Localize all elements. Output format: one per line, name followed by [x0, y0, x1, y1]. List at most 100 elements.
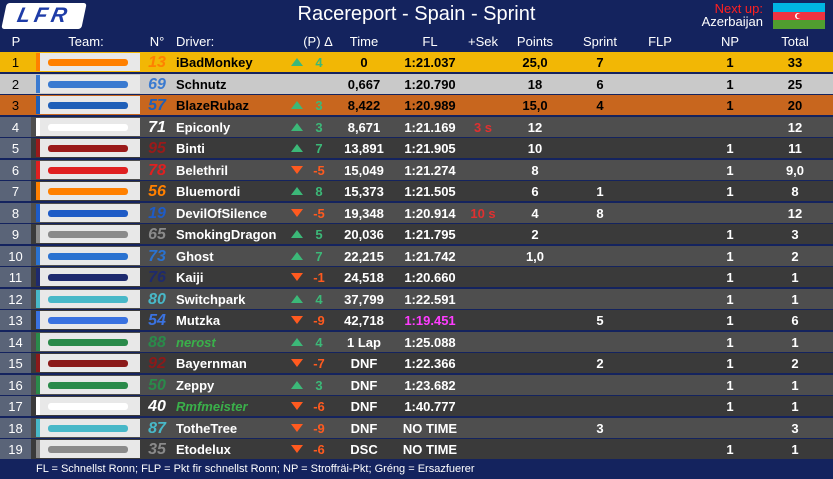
delta: 7 — [315, 141, 323, 156]
delta: -9 — [313, 420, 325, 436]
delta: 3 — [315, 119, 323, 135]
np-cell: 1 — [726, 377, 734, 393]
np-cell: 1 — [726, 141, 734, 156]
row — [0, 52, 833, 72]
car-body — [48, 274, 128, 281]
delta-arrow — [291, 445, 303, 453]
fl-cell: 1:20.989 — [404, 98, 456, 113]
row — [0, 353, 833, 373]
sprint-cell: 4 — [596, 98, 604, 113]
sprint-cell: 1 — [596, 184, 604, 199]
points-cell: 2 — [531, 227, 539, 242]
car-body — [48, 338, 128, 346]
time-cell: DNF — [350, 356, 378, 371]
row — [0, 159, 833, 180]
row — [0, 116, 833, 137]
car-number: 92 — [148, 355, 166, 372]
delta: 4 — [315, 291, 323, 307]
driver: Mutzka — [176, 313, 221, 328]
delta-arrow — [291, 122, 303, 131]
driver: Zeppy — [176, 377, 215, 393]
car-body — [48, 446, 128, 453]
car-number: 54 — [148, 312, 166, 329]
np-cell: 1 — [726, 270, 734, 285]
driver: Kaiji — [176, 270, 204, 285]
time-cell: 15,049 — [344, 162, 384, 178]
driver: iBadMonkey — [176, 55, 253, 70]
time-cell: 42,718 — [344, 313, 384, 328]
np-cell: 1 — [726, 184, 734, 199]
car-body — [48, 188, 128, 195]
delta-arrow — [291, 251, 303, 260]
np-cell: 1 — [726, 248, 734, 264]
driver: Ghost — [176, 248, 214, 264]
time-cell: DSC — [350, 442, 378, 457]
pos-cell — [0, 331, 31, 352]
car-number: 56 — [148, 183, 166, 200]
car-body — [48, 403, 128, 410]
pos-cell — [0, 396, 31, 416]
delta-arrow — [291, 294, 303, 303]
delta-arrow — [291, 273, 303, 281]
time-cell: 15,373 — [344, 184, 384, 199]
time-cell: 8,671 — [347, 119, 381, 135]
driver: DevilOfSilence — [176, 205, 268, 221]
fl-cell: 1:20.914 — [404, 205, 456, 221]
total-cell: 8 — [791, 184, 799, 199]
sprint-cell: 3 — [596, 420, 604, 436]
car-number: 88 — [148, 333, 166, 351]
row — [0, 396, 833, 416]
car-number: 80 — [148, 290, 166, 308]
car-body — [48, 102, 128, 109]
points-cell: 10 — [527, 141, 543, 156]
pos-cell — [0, 310, 31, 330]
fl-cell: 1:19.451 — [404, 313, 456, 328]
pos-cell — [0, 73, 31, 94]
total-cell: 20 — [787, 98, 803, 113]
row — [0, 224, 833, 244]
delta: -1 — [313, 270, 325, 285]
driver: nerost — [176, 334, 216, 350]
np-cell: 1 — [726, 442, 734, 457]
fl-cell: 1:21.905 — [404, 141, 456, 156]
fl-cell: 1:21.037 — [404, 55, 456, 70]
points-cell: 6 — [531, 184, 539, 199]
fl-cell: 1:22.366 — [404, 356, 456, 371]
points-cell: 4 — [531, 205, 539, 221]
total-cell: 2 — [791, 356, 799, 371]
time-cell: 8,422 — [347, 98, 381, 113]
np-cell: 1 — [726, 334, 734, 350]
position: 18 — [8, 420, 23, 436]
delta-arrow — [291, 402, 303, 410]
position: 9 — [11, 227, 20, 242]
position: 8 — [11, 205, 20, 221]
column-header: Driver: — [176, 34, 215, 49]
pos-cell — [0, 417, 31, 438]
row — [0, 245, 833, 266]
time-cell: 0,667 — [347, 76, 381, 92]
row — [0, 95, 833, 115]
total-cell: 9,0 — [785, 162, 805, 178]
total-cell: 11 — [788, 141, 802, 156]
column-header: (P) Δ — [303, 34, 333, 49]
sek-cell: 3 s — [473, 119, 493, 135]
position: 4 — [11, 119, 20, 135]
driver: SmokingDragon — [176, 227, 277, 242]
column-header: Time — [349, 34, 379, 49]
position: 16 — [8, 377, 23, 393]
sprint-cell: 5 — [596, 313, 604, 328]
car-number: 65 — [148, 226, 166, 243]
pos-cell — [0, 159, 31, 180]
total-cell: 1 — [791, 291, 799, 307]
time-cell: 0 — [360, 55, 368, 70]
position: 13 — [8, 313, 23, 328]
time-cell: 1 Lap — [347, 334, 381, 350]
car-body — [48, 252, 128, 260]
delta-arrow — [291, 144, 303, 152]
position: 11 — [8, 270, 23, 285]
car-body — [48, 80, 128, 88]
column-header: NP — [720, 34, 740, 49]
time-cell: 19,348 — [344, 205, 384, 221]
position: 14 — [8, 334, 23, 350]
